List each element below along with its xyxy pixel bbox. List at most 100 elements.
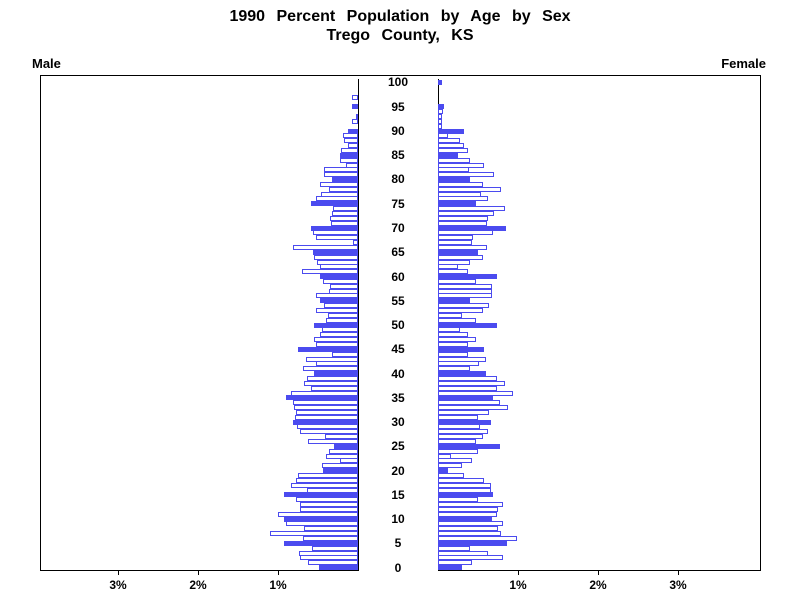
female-bar-age-58	[438, 284, 492, 289]
male-bar-age-60	[320, 274, 358, 279]
female-bar-age-3	[438, 551, 488, 556]
female-bar-age-25	[438, 444, 500, 449]
male-bar-age-45	[298, 347, 358, 352]
female-bar-age-1	[438, 560, 472, 565]
male-bar-age-85	[340, 153, 358, 158]
female-bar-age-77	[438, 192, 481, 197]
male-bar-age-66	[293, 245, 358, 250]
male-bar-age-82	[324, 167, 358, 172]
male-bar-age-12	[300, 507, 358, 512]
age-tick-label-5: 5	[394, 536, 402, 550]
age-tick-label-60: 60	[391, 270, 405, 284]
male-x-label-3%: 3%	[109, 578, 127, 592]
female-bar-age-55	[438, 298, 470, 303]
female-bar-age-17	[438, 483, 491, 488]
male-bar-age-7	[270, 531, 358, 536]
female-bar-age-84	[438, 158, 470, 163]
female-bar-age-72	[438, 216, 488, 221]
male-bar-age-54	[324, 303, 358, 308]
female-bar-age-93	[438, 114, 442, 119]
right-frame-line	[760, 75, 761, 571]
female-bar-age-50	[438, 323, 497, 328]
male-bar-age-58	[330, 284, 358, 289]
female-x-label-2%: 2%	[589, 578, 607, 592]
male-bar-age-6	[303, 536, 358, 541]
female-bar-age-43	[438, 357, 486, 362]
age-tick-label-70: 70	[391, 221, 405, 235]
female-bar-age-13	[438, 502, 503, 507]
female-bar-age-70	[438, 226, 506, 231]
male-bar-age-34	[293, 400, 358, 405]
male-x-tick-2%	[198, 570, 199, 575]
female-bar-age-23	[438, 454, 451, 459]
male-x-label-2%: 2%	[189, 578, 207, 592]
female-bar-age-83	[438, 163, 484, 168]
age-tick-label-50: 50	[391, 318, 405, 332]
female-bar-age-66	[438, 245, 487, 250]
female-bar-age-88	[438, 138, 460, 143]
female-bar-age-32	[438, 410, 489, 415]
male-bar-age-80	[332, 177, 358, 182]
female-bar-age-44	[438, 352, 468, 357]
male-center-axis	[358, 79, 359, 571]
male-bar-age-77	[321, 192, 358, 197]
female-bar-age-7	[438, 531, 501, 536]
female-bar-age-60	[438, 274, 497, 279]
female-bar-age-94	[438, 109, 443, 114]
male-bar-age-73	[332, 211, 358, 216]
male-bar-age-68	[316, 235, 358, 240]
male-bar-age-44	[332, 352, 358, 357]
female-bar-age-48	[438, 332, 468, 337]
male-bar-age-55	[320, 298, 358, 303]
male-x-tick-3%	[118, 570, 119, 575]
female-bar-age-67	[438, 240, 472, 245]
female-bar-age-63	[438, 260, 470, 265]
male-bar-age-43	[306, 357, 358, 362]
female-bar-age-54	[438, 303, 489, 308]
male-bar-age-86	[341, 148, 358, 153]
female-x-label-1%: 1%	[509, 578, 527, 592]
male-bar-age-95	[352, 104, 358, 109]
male-bar-age-51	[326, 318, 358, 323]
age-tick-label-25: 25	[391, 439, 405, 453]
female-bar-age-75	[438, 201, 476, 206]
male-bar-age-17	[291, 483, 358, 488]
male-bar-age-70	[311, 226, 358, 231]
male-x-label-1%: 1%	[269, 578, 287, 592]
female-bar-age-31	[438, 415, 478, 420]
female-bar-age-59	[438, 279, 476, 284]
female-bar-age-100	[438, 80, 442, 85]
male-bar-age-16	[307, 488, 358, 493]
male-bar-age-20	[323, 468, 358, 473]
male-bar-age-71	[331, 221, 358, 226]
male-bar-age-63	[317, 260, 358, 265]
female-bar-age-57	[438, 289, 492, 294]
female-x-label-3%: 3%	[669, 578, 687, 592]
male-bar-age-32	[296, 410, 358, 415]
male-bar-age-13	[300, 502, 358, 507]
male-bar-age-28	[300, 429, 358, 434]
male-bar-age-84	[340, 158, 358, 163]
female-bar-age-92	[438, 119, 442, 124]
male-bar-age-37	[311, 386, 358, 391]
female-bar-age-34	[438, 400, 500, 405]
female-bottom-axis	[438, 570, 761, 571]
age-tick-label-0: 0	[394, 561, 402, 575]
male-bar-age-83	[346, 163, 358, 168]
male-bar-age-93	[356, 114, 358, 119]
male-bar-age-53	[316, 308, 358, 313]
male-bar-age-59	[323, 279, 358, 284]
male-bar-age-67	[353, 240, 358, 245]
age-tick-label-30: 30	[391, 415, 405, 429]
male-bar-age-33	[294, 405, 358, 410]
female-bar-age-12	[438, 507, 498, 512]
male-bar-age-48	[320, 332, 358, 337]
female-bar-age-38	[438, 381, 505, 386]
female-bar-age-18	[438, 478, 484, 483]
age-tick-label-100: 100	[387, 75, 409, 89]
female-bar-age-71	[438, 221, 487, 226]
male-bar-age-21	[322, 463, 358, 468]
male-bar-age-36	[291, 391, 358, 396]
male-bar-age-1	[308, 560, 358, 565]
